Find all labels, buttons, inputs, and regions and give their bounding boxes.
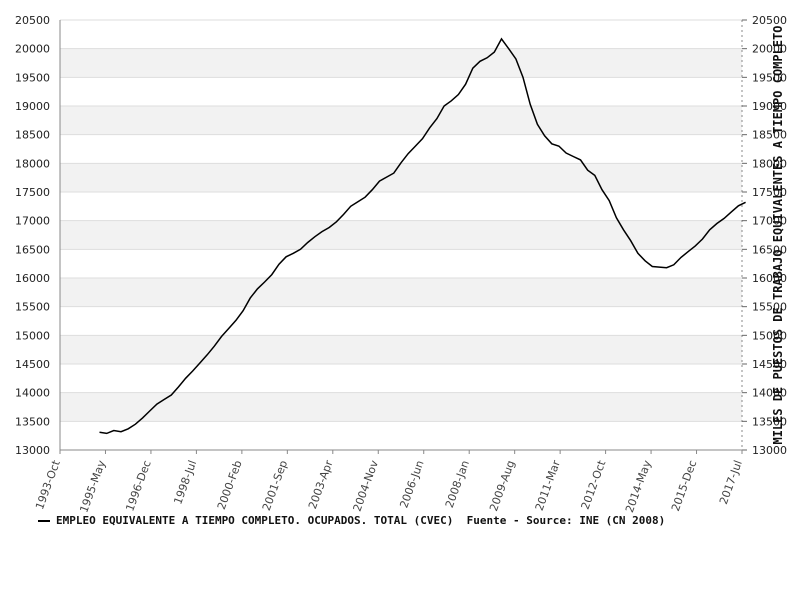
- y-tick-label-right: 13000: [752, 444, 787, 457]
- y-tick-label-right: 19000: [752, 100, 787, 113]
- y-tick-label-left: 19500: [15, 71, 50, 84]
- y-tick-label-right: 15500: [752, 301, 787, 314]
- y-tick-label-right: 20500: [752, 14, 787, 27]
- y-tick-label-left: 14000: [15, 387, 50, 400]
- x-tick-label: 2006-Jun: [397, 459, 426, 510]
- y-tick-label-left: 14500: [15, 358, 50, 371]
- y-tick-label-left: 18000: [15, 157, 50, 170]
- x-tick-label: 2014-May: [623, 458, 654, 514]
- y-tick-label-left: 20000: [15, 43, 50, 56]
- y-tick-label-right: 18000: [752, 157, 787, 170]
- x-tick-labels: 1993-Oct 1995-May 1996-Dec 1998-Jul 2000-Feb…: [33, 450, 745, 514]
- band: [60, 335, 742, 364]
- y-tick-label-left: 16500: [15, 243, 50, 256]
- background-bands: [60, 48, 742, 422]
- y-tick-labels-left: 13000 13500 14000 14500 15000 15500 16000 16500…: [15, 14, 50, 457]
- legend-series-label: EMPLEO EQUIVALENTE A TIEMPO COMPLETO. OC…: [56, 514, 454, 527]
- y-tick-label-right: 13500: [752, 415, 787, 428]
- y-tick-label-left: 15500: [15, 301, 50, 314]
- plot-frame: [59, 20, 743, 451]
- y-tick-label-left: 20500: [15, 14, 50, 27]
- y-tick-label-left: 17000: [15, 215, 50, 228]
- y-tick-label-left: 15000: [15, 329, 50, 342]
- legend-source: Fuente - Source: INE (CN 2008): [466, 514, 666, 527]
- y-tick-label-right: 18500: [752, 129, 787, 142]
- x-tick-label: 2015-Dec: [669, 459, 699, 513]
- y-tick-label-right: 14500: [752, 358, 787, 371]
- band: [60, 278, 742, 307]
- band: [60, 163, 742, 192]
- y-tick-label-left: 16000: [15, 272, 50, 285]
- series-line: [99, 37, 746, 435]
- y-tick-label-right: 17500: [752, 186, 787, 199]
- x-tick-label: 1998-Jul: [171, 459, 199, 507]
- x-tick-label: 2000-Feb: [215, 459, 245, 512]
- x-tick-label: 1996-Dec: [123, 459, 153, 513]
- y-tick-label-right: 17000: [752, 215, 787, 228]
- x-tick-label: 2012-Oct: [579, 458, 609, 511]
- x-tick-label: 2009-Aug: [487, 459, 517, 513]
- x-tick-label: 2011-Mar: [533, 458, 563, 512]
- y-tick-label-right: 14000: [752, 387, 787, 400]
- y-tick-labels-right: 13000 13500 14000 14500 15000 15500 16000 16500…: [742, 14, 787, 457]
- x-tick-label: 1993-Oct: [33, 458, 63, 511]
- y-axis-title-right: MILES DE PUESTOS DE TRABAJO EQUIVALENTES…: [771, 25, 785, 444]
- y-tick-label-right: 20000: [752, 43, 787, 56]
- y-tick-label-right: 16000: [752, 272, 787, 285]
- y-tick-label-left: 18500: [15, 129, 50, 142]
- band: [60, 220, 742, 250]
- band: [60, 392, 742, 422]
- band: [60, 48, 742, 78]
- gridlines: [60, 19, 742, 451]
- x-tick-label: 2003-Apr: [306, 458, 336, 511]
- y-tick-label-right: 16500: [752, 243, 787, 256]
- y-tick-label-left: 17500: [15, 186, 50, 199]
- band: [60, 106, 742, 135]
- x-tick-label: 2004-Nov: [351, 458, 382, 513]
- x-tick-label: 1995-May: [77, 458, 108, 514]
- y-tick-label-left: 13000: [15, 444, 50, 457]
- y-tick-label-left: 13500: [15, 415, 50, 428]
- x-tick-label: 2017-Jul: [717, 459, 745, 507]
- x-tick-label: 2001-Sep: [260, 459, 290, 513]
- x-tick-label: 2008-Jan: [443, 459, 472, 510]
- y-tick-label-right: 15000: [752, 329, 787, 342]
- legend: EMPLEO EQUIVALENTE A TIEMPO COMPLETO. OC…: [38, 514, 665, 527]
- y-tick-label-right: 19500: [752, 71, 787, 84]
- y-tick-label-left: 19000: [15, 100, 50, 113]
- legend-line-swatch: [38, 520, 50, 522]
